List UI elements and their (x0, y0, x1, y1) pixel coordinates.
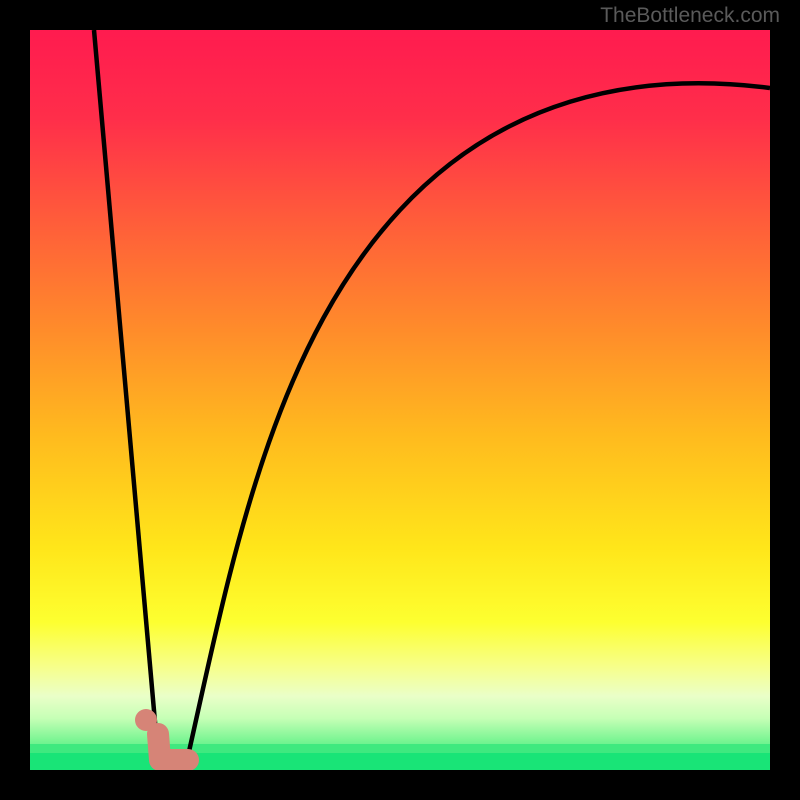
watermark-text: TheBottleneck.com (600, 4, 780, 28)
marker-elbow (158, 734, 188, 760)
curve-left-branch (94, 30, 158, 756)
curve-right-branch (188, 83, 770, 756)
chart-frame (30, 30, 770, 770)
bottleneck-curves (30, 30, 770, 770)
marker-dot (135, 709, 157, 731)
